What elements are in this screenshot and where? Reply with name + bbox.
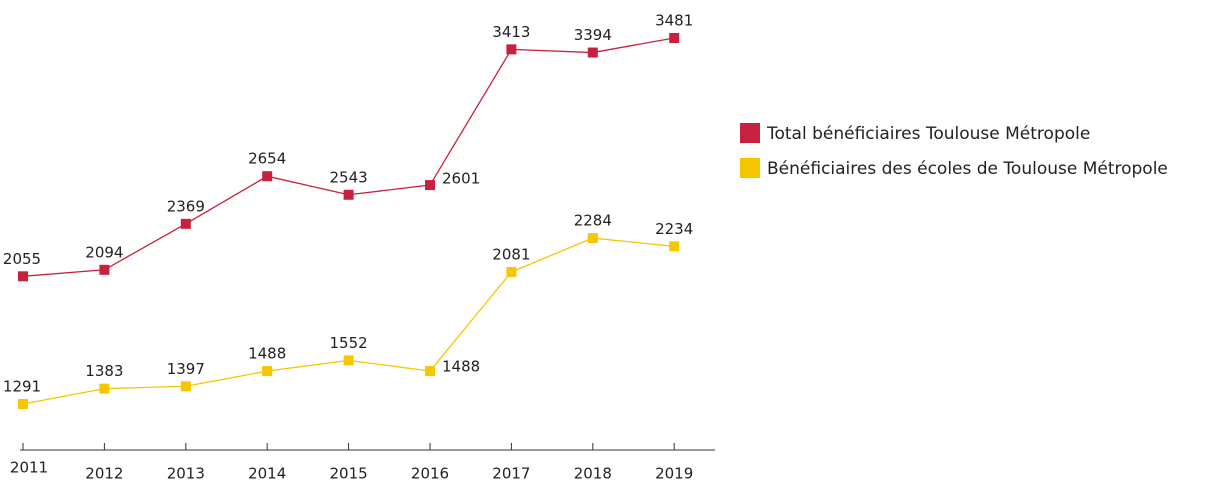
x-tick-label: 2019 [655, 465, 693, 482]
data-label: 3413 [492, 23, 530, 41]
data-point [587, 233, 598, 244]
x-tick-label: 2012 [85, 465, 123, 482]
data-label: 1552 [330, 334, 368, 352]
data-point [669, 33, 680, 43]
legend-label: Bénéficiaires des écoles de Toulouse Mét… [767, 159, 1168, 179]
data-label: 3481 [655, 12, 693, 30]
data-point [506, 266, 517, 277]
x-tick-label: 2018 [574, 465, 612, 482]
data-point [343, 355, 354, 366]
data-label: 2081 [492, 245, 530, 263]
data-label: 1397 [167, 360, 205, 378]
data-point [669, 241, 680, 252]
data-point [180, 381, 191, 392]
data-label: 1383 [85, 362, 123, 380]
x-tick-label: 2014 [248, 465, 286, 482]
data-point [343, 189, 354, 200]
data-point [506, 44, 517, 55]
data-label: 2601 [442, 170, 480, 188]
data-point [425, 180, 435, 191]
data-label: 3394 [574, 26, 612, 44]
data-point [180, 218, 191, 229]
data-point [425, 366, 435, 377]
series-line [22, 37, 675, 277]
data-label: 1488 [248, 345, 286, 363]
data-label: 2055 [3, 250, 41, 268]
x-tick-label: 2011 [10, 459, 48, 477]
data-label: 2543 [330, 168, 368, 186]
data-label: 2369 [167, 197, 205, 215]
data-label: 1291 [3, 378, 41, 396]
data-label: 1488 [442, 358, 480, 376]
data-label: 2094 [85, 243, 123, 261]
data-point [587, 47, 598, 58]
data-label: 2654 [248, 150, 286, 168]
data-point [262, 366, 273, 377]
data-point [262, 171, 273, 182]
data-label: 2284 [574, 212, 612, 230]
x-tick-label: 2017 [492, 465, 530, 482]
x-tick-label: 2016 [411, 465, 449, 482]
data-point [18, 271, 28, 282]
data-point [99, 264, 110, 275]
data-label: 2234 [655, 220, 693, 238]
legend-swatch [740, 123, 760, 143]
legend-label: Total bénéficiaires Toulouse Métropole [766, 124, 1090, 144]
x-tick-label: 2015 [330, 465, 368, 482]
legend-swatch [740, 158, 760, 178]
x-tick-label: 2013 [167, 465, 205, 482]
data-point [99, 383, 110, 394]
data-point [18, 399, 28, 409]
